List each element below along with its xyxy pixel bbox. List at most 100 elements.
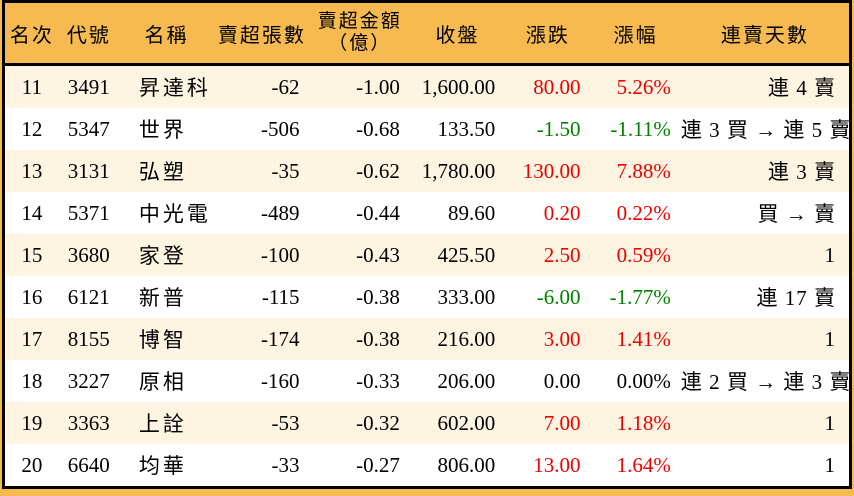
col-header-code: 代號 [58,1,119,66]
volume-cell: -174 [261,326,300,351]
code-cell: 3131 [67,158,110,183]
table-row: 12 5347 世界 -506 -0.68 133.50 -1.50 -1.11… [3,108,851,150]
table-row: 11 3491 昇達科 -62 -1.00 1,600.00 80.00 5.2… [3,64,851,108]
table-row: 15 3680 家登 -100 -0.43 425.50 2.50 0.59% … [3,234,851,276]
table-row: 16 6121 新普 -115 -0.38 333.00 -6.00 -1.77… [3,276,851,318]
close-cell: 333.00 [437,284,496,309]
amount-cell: -0.38 [356,326,400,351]
rank-cell: 19 [21,410,43,435]
col-header-close: 收盤 [409,1,506,66]
code-cell: 5347 [67,116,110,141]
name-cell: 中光電 [138,202,211,226]
change-pct-cell: -1.11% [610,116,671,141]
table-row: 18 3227 原相 -160 -0.33 206.00 0.00 0.00% … [3,360,851,402]
volume-cell: -53 [271,410,300,435]
rank-cell: 11 [21,74,42,99]
volume-cell: -160 [261,368,300,393]
col-header-amount-line1: 賣超金額 [317,11,402,33]
rank-cell: 14 [21,200,43,225]
volume-cell: -115 [261,284,300,309]
close-cell: 1,780.00 [421,158,496,183]
name-cell: 昇達科 [138,76,211,100]
table-header: 名次 代號 名稱 賣超張數 賣超金額 （億） 收盤 漲跌 漲幅 連賣天數 [3,1,851,66]
volume-cell: -35 [271,158,300,183]
streak-cell: 連 4 賣 [768,76,836,100]
col-header-volume: 賣超張數 [214,1,310,66]
name-cell: 新普 [138,286,187,310]
rank-cell: 16 [21,284,43,309]
name-cell: 原相 [138,370,187,394]
code-cell: 8155 [67,326,110,351]
table-row: 17 8155 博智 -174 -0.38 216.00 3.00 1.41% … [3,318,851,360]
col-header-name: 名稱 [118,1,215,66]
table-row: 13 3131 弘塑 -35 -0.62 1,780.00 130.00 7.8… [3,150,851,192]
rank-cell: 20 [21,452,43,477]
change-pct-cell: -1.77% [609,284,671,309]
name-cell: 弘塑 [138,160,187,184]
change-cell: 13.00 [533,452,581,477]
rank-cell: 12 [21,116,43,141]
streak-cell: 1 [824,410,836,435]
name-cell: 世界 [138,118,187,142]
code-cell: 3363 [67,410,110,435]
name-cell: 博智 [138,328,187,352]
volume-cell: -506 [261,116,300,141]
amount-cell: -0.33 [356,368,400,393]
close-cell: 206.00 [437,368,496,393]
streak-cell: 1 [824,242,836,267]
table-row: 14 5371 中光電 -489 -0.44 89.60 0.20 0.22% … [3,192,851,234]
volume-cell: -62 [271,74,300,99]
change-cell: 7.00 [543,410,581,435]
amount-cell: -0.62 [356,158,400,183]
code-cell: 5371 [67,200,110,225]
header-row: 名次 代號 名稱 賣超張數 賣超金額 （億） 收盤 漲跌 漲幅 連賣天數 [3,1,851,66]
close-cell: 806.00 [437,452,496,477]
volume-cell: -33 [271,452,300,477]
volume-cell: -100 [261,242,300,267]
close-cell: 602.00 [437,410,496,435]
amount-cell: -0.43 [356,242,400,267]
change-cell: 2.50 [543,242,581,267]
amount-cell: -0.44 [356,200,400,225]
amount-cell: -0.38 [356,284,400,309]
volume-cell: -489 [261,200,300,225]
streak-cell: 連 3 買 → 連 5 賣 [680,118,851,142]
amount-cell: -0.32 [356,410,400,435]
col-header-change-pct: 漲幅 [590,1,681,66]
change-cell: -1.50 [536,116,581,141]
close-cell: 425.50 [437,242,496,267]
name-cell: 上詮 [138,412,187,436]
change-pct-cell: 5.26% [616,74,671,99]
rank-cell: 13 [21,158,43,183]
rank-cell: 17 [21,326,43,351]
amount-cell: -0.27 [356,452,400,477]
streak-cell: 1 [824,326,836,351]
col-header-amount: 賣超金額 （億） [309,1,410,66]
code-cell: 6121 [67,284,110,309]
name-cell: 家登 [138,244,187,268]
table-body: 11 3491 昇達科 -62 -1.00 1,600.00 80.00 5.2… [3,64,851,488]
streak-cell: 買 → 賣 [757,202,836,226]
change-cell: 130.00 [522,158,581,183]
streak-cell: 連 3 賣 [768,160,836,184]
change-cell: 0.20 [543,200,581,225]
table-row: 19 3363 上詮 -53 -0.32 602.00 7.00 1.18% 1 [3,402,851,444]
close-cell: 89.60 [447,200,496,225]
amount-cell: -0.68 [356,116,400,141]
change-pct-cell: 1.64% [616,452,671,477]
streak-cell: 1 [824,452,836,477]
table-row: 20 6640 均華 -33 -0.27 806.00 13.00 1.64% … [3,444,851,488]
change-pct-cell: 0.59% [616,242,671,267]
rank-cell: 18 [21,368,43,393]
close-cell: 1,600.00 [421,74,496,99]
code-cell: 3491 [67,74,110,99]
col-header-change: 漲跌 [505,1,591,66]
change-pct-cell: 0.00% [616,368,671,393]
streak-cell: 連 17 賣 [756,286,836,310]
col-header-streak: 連賣天數 [680,1,851,66]
rank-cell: 15 [21,242,43,267]
change-pct-cell: 1.18% [616,410,671,435]
name-cell: 均華 [138,454,187,478]
